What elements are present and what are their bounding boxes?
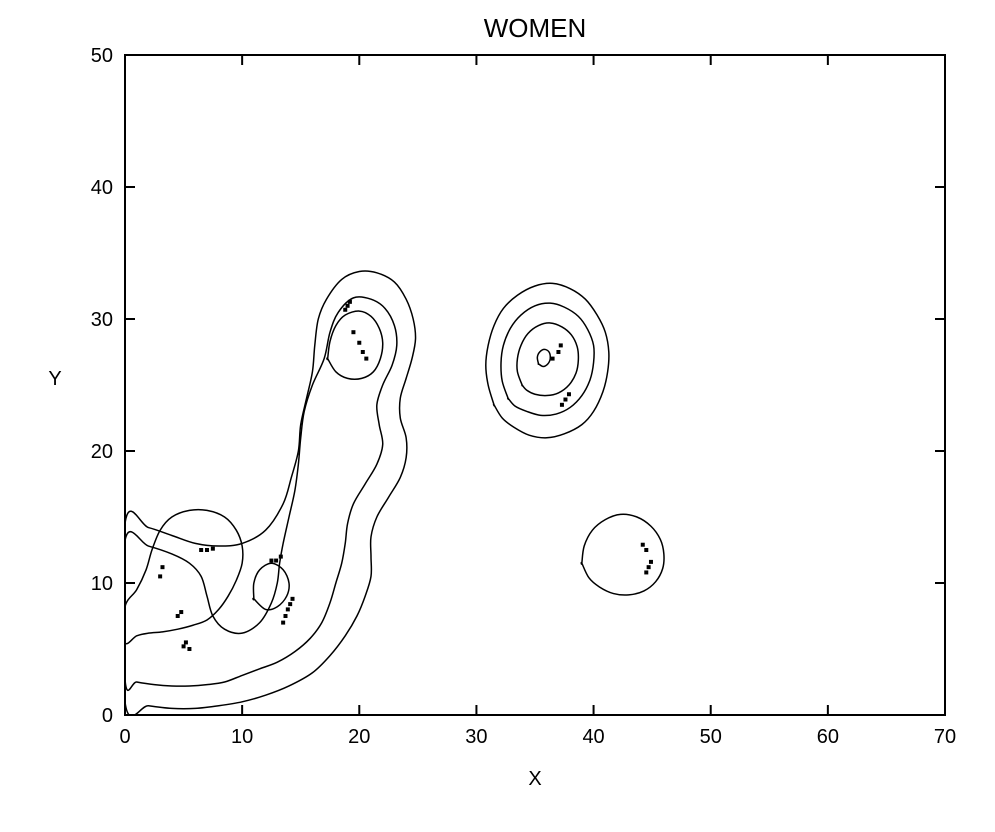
data-point xyxy=(288,602,292,606)
data-point xyxy=(563,398,567,402)
x-axis-label: X xyxy=(528,768,541,790)
data-point xyxy=(559,343,563,347)
contour-right-lower xyxy=(581,514,664,595)
data-point xyxy=(351,330,355,334)
contour-inner-lower-left xyxy=(125,510,243,644)
data-point xyxy=(361,350,365,354)
data-point xyxy=(346,304,350,308)
data-point xyxy=(641,543,645,547)
y-tick-label: 30 xyxy=(91,309,113,331)
data-point xyxy=(348,300,352,304)
data-point xyxy=(556,350,560,354)
data-point xyxy=(364,357,368,361)
chart-svg: WOMEN 0 10 20 30 40 50 60 70 0 10 20 30 40 50 X Y xyxy=(0,0,995,832)
data-point xyxy=(644,548,648,552)
data-point xyxy=(283,614,287,618)
data-point xyxy=(160,565,164,569)
x-tick-label: 70 xyxy=(934,726,956,748)
data-point xyxy=(286,607,290,611)
plot-border xyxy=(125,55,945,715)
data-point xyxy=(567,392,571,396)
data-point xyxy=(176,614,180,618)
data-point xyxy=(551,357,555,361)
y-tick-label: 0 xyxy=(102,705,113,727)
data-point xyxy=(269,559,273,563)
data-point xyxy=(647,565,651,569)
data-point xyxy=(179,610,183,614)
data-point xyxy=(644,570,648,574)
data-point xyxy=(205,548,209,552)
data-point xyxy=(187,647,191,651)
data-point xyxy=(184,640,188,644)
contour-chart: WOMEN 0 10 20 30 40 50 60 70 0 10 20 30 40 50 X Y xyxy=(0,0,995,832)
data-point xyxy=(560,403,564,407)
x-tick-label: 60 xyxy=(817,726,839,748)
y-tick-label: 50 xyxy=(91,45,113,67)
x-tick-label: 40 xyxy=(582,726,604,748)
x-tick-label: 10 xyxy=(231,726,253,748)
y-tick-label: 10 xyxy=(91,573,113,595)
data-point xyxy=(182,644,186,648)
x-tick-label: 0 xyxy=(119,726,130,748)
contour-lines xyxy=(125,271,664,716)
contour-right-upper-center xyxy=(537,349,550,366)
x-tick-label: 30 xyxy=(465,726,487,748)
data-point xyxy=(357,341,361,345)
data-point xyxy=(343,308,347,312)
contour-right-upper-mid xyxy=(501,303,594,415)
data-point xyxy=(211,547,215,551)
data-point xyxy=(274,559,278,563)
contour-outer-main xyxy=(125,271,416,716)
data-point xyxy=(279,555,283,559)
x-tick-label: 50 xyxy=(700,726,722,748)
contour-inner-upper-bump xyxy=(327,311,383,379)
x-tick-label: 20 xyxy=(348,726,370,748)
data-point xyxy=(199,548,203,552)
data-point xyxy=(158,574,162,578)
data-point xyxy=(649,560,653,564)
x-ticks: 0 10 20 30 40 50 60 70 xyxy=(119,55,956,748)
y-tick-label: 40 xyxy=(91,177,113,199)
contour-right-upper-outer xyxy=(486,283,609,438)
contour-right-upper-inner xyxy=(517,323,578,396)
chart-title: WOMEN xyxy=(484,13,587,43)
data-point xyxy=(291,597,295,601)
y-tick-label: 20 xyxy=(91,441,113,463)
y-axis-label: Y xyxy=(48,368,61,390)
data-point xyxy=(281,621,285,625)
